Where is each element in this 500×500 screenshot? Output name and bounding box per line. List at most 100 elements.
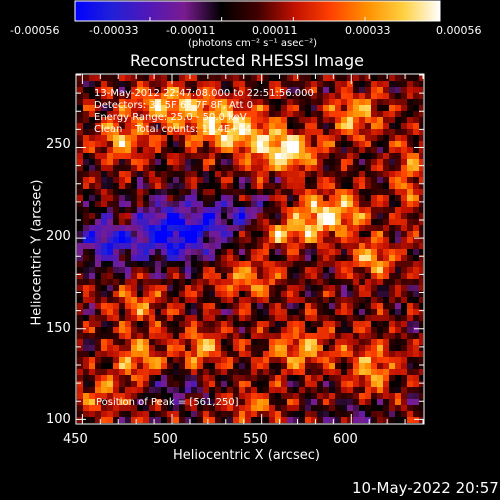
heatmap-cell [155,135,161,141]
heatmap-cell [371,81,377,87]
heatmap-cell [245,153,251,159]
heatmap-cell [239,231,245,237]
heatmap-cell [287,201,293,207]
heatmap-cell [371,315,377,321]
heatmap-cell [377,81,383,87]
heatmap-cell [251,183,257,189]
heatmap-cell [143,213,149,219]
heatmap-cell [341,243,347,249]
heatmap-cell [209,237,215,243]
heatmap-cell [317,141,323,147]
heatmap-cell [221,135,227,141]
heatmap-cell [407,135,413,141]
heatmap-cell [401,297,407,303]
heatmap-cell [83,153,89,159]
heatmap-cell [341,81,347,87]
heatmap-cell [353,177,359,183]
heatmap-cell [407,129,413,135]
heatmap-cell [365,363,371,369]
heatmap-cell [275,147,281,153]
heatmap-cell [77,165,83,171]
heatmap-cell [269,387,275,393]
heatmap-cell [125,171,131,177]
heatmap-cell [83,369,89,375]
heatmap-cell [341,399,347,405]
heatmap-cell [119,351,125,357]
heatmap-cell [347,261,353,267]
heatmap-cell [101,411,107,417]
heatmap-cell [143,411,149,417]
heatmap-cell [287,267,293,273]
heatmap-cell [203,369,209,375]
heatmap-cell [263,237,269,243]
heatmap-cell [353,165,359,171]
heatmap-cell [149,81,155,87]
heatmap-cell [335,303,341,309]
heatmap-cell [395,81,401,87]
heatmap-cell [311,249,317,255]
heatmap-cell [197,309,203,315]
heatmap-cell [251,129,257,135]
heatmap-cell [203,255,209,261]
heatmap-cell [383,147,389,153]
heatmap-cell [89,75,95,81]
heatmap-cell [299,369,305,375]
heatmap-cell [143,189,149,195]
heatmap-cell [413,141,419,147]
heatmap-cell [77,393,83,399]
heatmap-cell [77,87,83,93]
heatmap-cell [407,417,413,423]
heatmap-cell [137,417,143,423]
heatmap-cell [311,279,317,285]
heatmap-cell [215,105,221,111]
heatmap-cell [95,225,101,231]
heatmap-cell [113,201,119,207]
heatmap-cell [413,321,419,327]
heatmap-cell [287,291,293,297]
heatmap-cell [329,195,335,201]
heatmap-cell [125,225,131,231]
colorbar [74,0,441,22]
heatmap-cell [185,411,191,417]
heatmap-cell [245,333,251,339]
heatmap-cell [341,177,347,183]
heatmap-cell [413,339,419,345]
heatmap-cell [215,147,221,153]
heatmap-cell [119,231,125,237]
heatmap-cell [395,411,401,417]
heatmap-cell [233,135,239,141]
heatmap-cell [143,99,149,105]
heatmap-cell [275,249,281,255]
heatmap-cell [311,393,317,399]
heatmap-cell [83,297,89,303]
heatmap-cell [95,87,101,93]
heatmap-cell [119,303,125,309]
heatmap-cell [419,195,423,201]
heatmap-cell [125,411,131,417]
heatmap-cell [365,171,371,177]
heatmap-cell [119,411,125,417]
heatmap-cell [287,375,293,381]
heatmap-cell [371,117,377,123]
heatmap-cell [323,117,329,123]
heatmap-cell [161,189,167,195]
heatmap-cell [209,303,215,309]
heatmap-cell [251,177,257,183]
heatmap-cell [341,75,347,81]
heatmap-cell [227,279,233,285]
heatmap-cell [137,243,143,249]
heatmap-cell [251,165,257,171]
heatmap-cell [119,393,125,399]
heatmap-cell [377,135,383,141]
heatmap-cell [329,357,335,363]
heatmap-cell [173,249,179,255]
heatmap-cell [419,255,423,261]
heatmap-cell [269,99,275,105]
heatmap-cell [335,213,341,219]
heatmap-cell [149,219,155,225]
heatmap-cell [143,135,149,141]
heatmap-cell [293,159,299,165]
heatmap-cell [173,177,179,183]
heatmap-cell [269,351,275,357]
heatmap-cell [323,255,329,261]
